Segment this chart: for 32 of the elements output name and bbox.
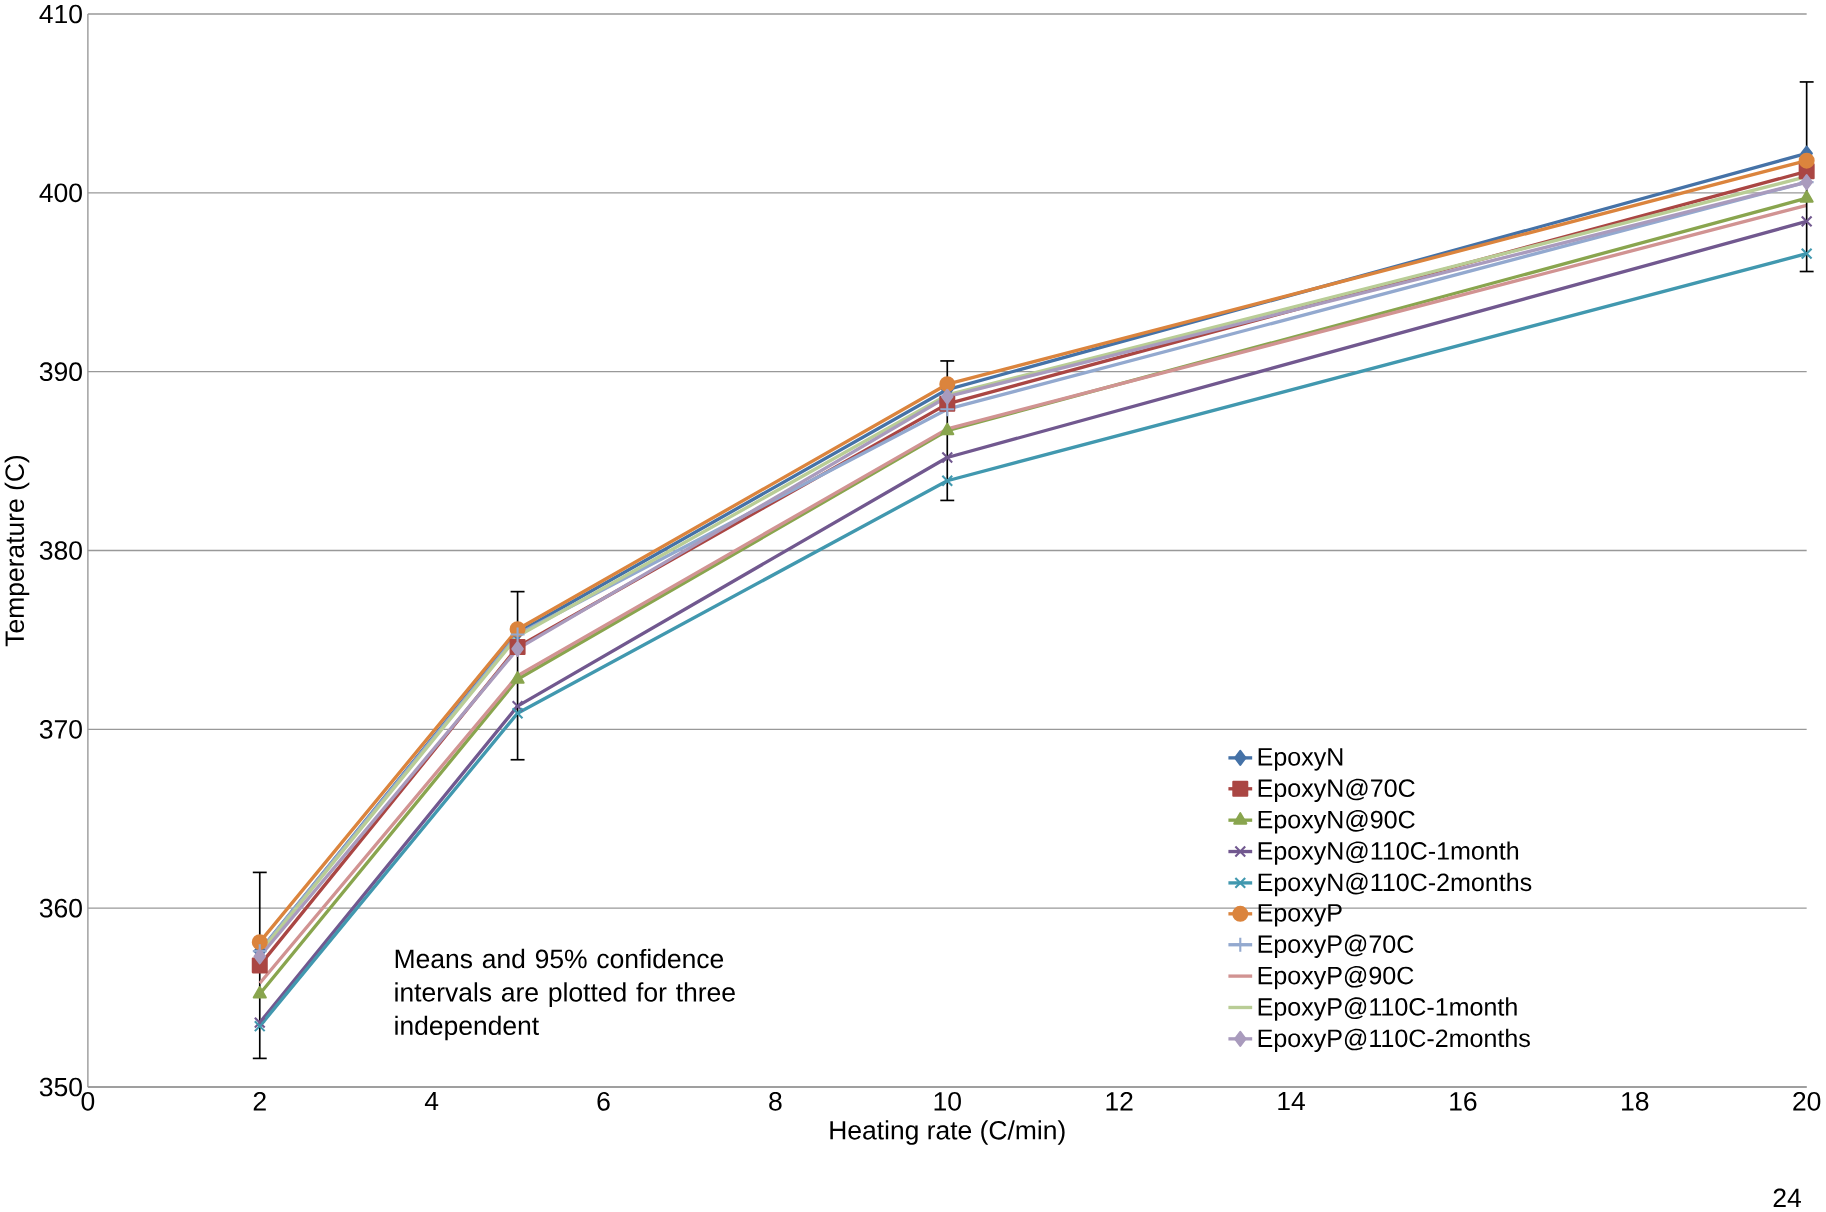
y-tick-label: 410 [39,4,82,24]
y-axis-title: Temperature (C) [4,456,30,647]
x-tick-label: 10 [934,1092,961,1111]
x-tick-label: 0 [81,1092,95,1111]
y-tick-label: 350 [39,1077,82,1097]
y-tick-label: 400 [39,183,82,203]
legend-label: EpoxyN@110C-1month [1258,841,1519,865]
x-tick-label: 20 [1793,1092,1821,1111]
y-tick-label: 390 [39,362,82,382]
legend-label: EpoxyP@110C-2months [1258,1028,1530,1053]
x-tick-label: 12 [1106,1092,1133,1111]
x-tick-label: 16 [1450,1092,1477,1111]
x-tick-label: 2 [253,1092,266,1111]
x-tick-label: 4 [424,1092,439,1111]
x-tick-label: 6 [597,1092,610,1111]
y-tick-label: 370 [39,720,82,739]
x-tick-label: 14 [1278,1092,1305,1111]
x-tick-label: 8 [769,1092,782,1111]
legend-label: EpoxyP@110C-1month [1258,997,1517,1021]
y-tick-label: 380 [39,541,82,561]
legend-label: EpoxyN@70C [1258,778,1415,803]
legend-label: EpoxyN [1258,748,1343,771]
x-axis-title: Heating rate (C/min) [830,1120,1065,1146]
legend-label: EpoxyP@90C [1258,966,1414,990]
y-tick-label: 360 [39,899,82,918]
legend-label: EpoxyN@110C-2months [1258,872,1532,897]
x-tick-label: 18 [1622,1092,1649,1111]
annotation: Means and 95% confidence intervals are plotted for three independent [395,949,735,1041]
text: 24 [1773,1188,1801,1208]
legend-label: EpoxyP@70C [1258,934,1414,959]
legend-label: EpoxyP [1258,904,1342,927]
legend-label: EpoxyN@90C [1258,810,1415,834]
